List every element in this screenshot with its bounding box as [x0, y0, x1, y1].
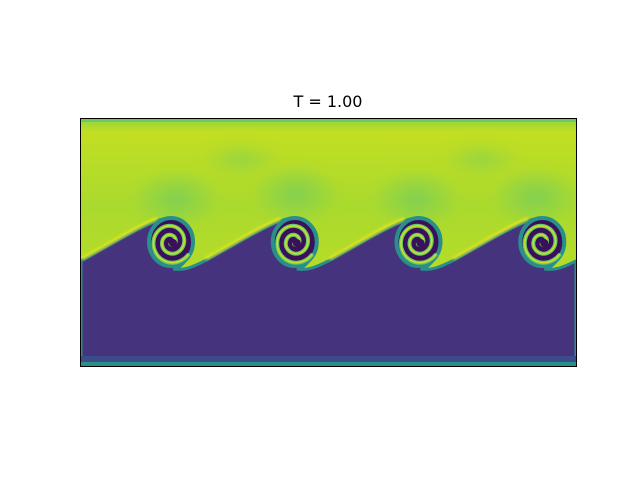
- vortex-roll: [518, 216, 567, 268]
- vortex-spiral-highlight: [276, 225, 313, 264]
- upper-shading: [131, 141, 576, 229]
- vortex-core: [416, 239, 425, 247]
- bright-shear-edge: [205, 217, 282, 260]
- plot-title: T = 1.00: [293, 92, 363, 111]
- vortex-core: [540, 239, 549, 247]
- field-image: [81, 119, 576, 366]
- vortex-spiral-highlight: [523, 225, 560, 264]
- vortex-core: [169, 239, 177, 247]
- bright-shear-edge: [81, 217, 158, 260]
- vortex-spiral-highlight: [152, 225, 189, 264]
- vortex-roll: [147, 216, 195, 268]
- bright-shear-edge: [452, 217, 529, 260]
- vortex-roll: [270, 216, 319, 268]
- vortex-layer: [147, 216, 567, 268]
- bottom-boundary-band: [81, 356, 576, 366]
- vortex-roll: [394, 216, 443, 268]
- bright-shear-edge: [329, 217, 405, 260]
- vortex-core: [292, 239, 301, 247]
- bottom-boundary-line: [81, 362, 576, 366]
- kelvin-helmholtz-field: [80, 118, 577, 367]
- vortex-spiral-highlight: [400, 225, 437, 264]
- top-boundary: [81, 119, 576, 122]
